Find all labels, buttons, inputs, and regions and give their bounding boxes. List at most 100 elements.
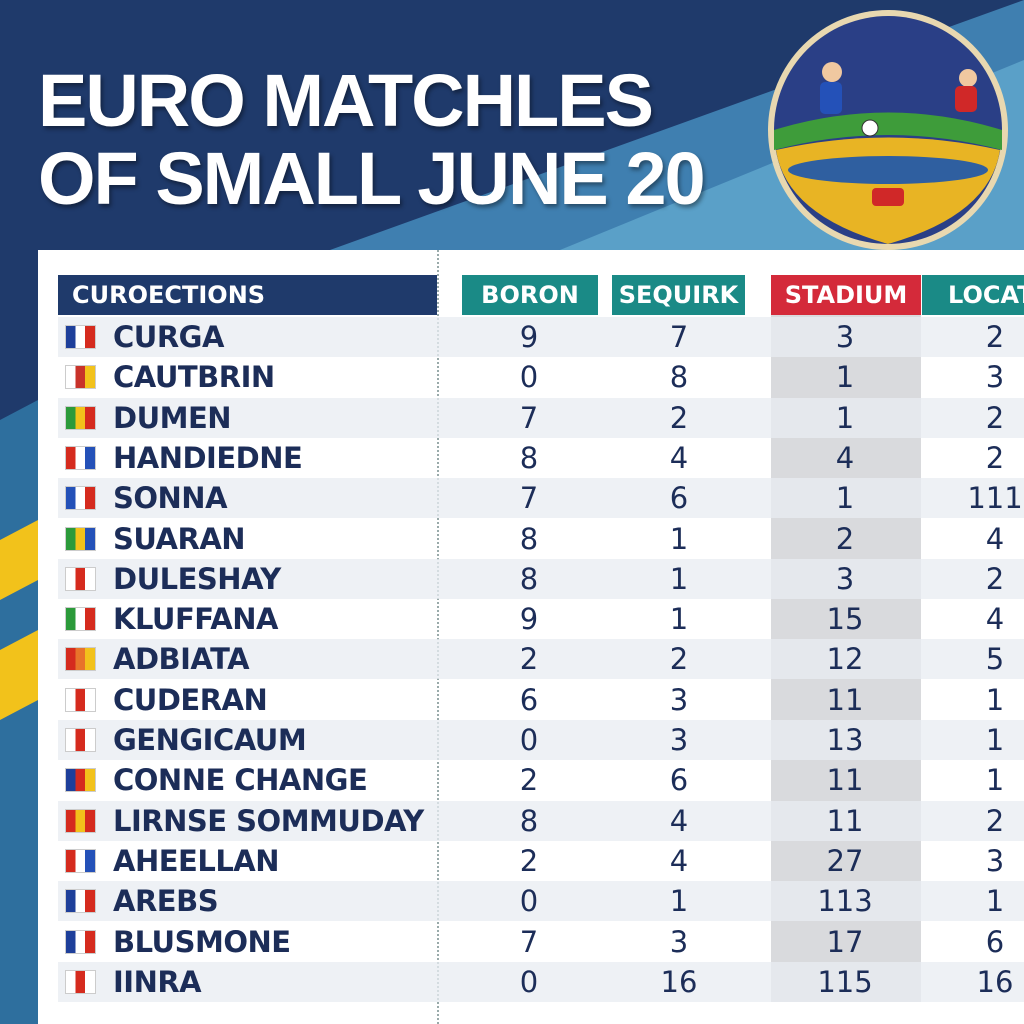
cell-value: 4 [985,521,1005,556]
team-name: IINRA [113,964,202,999]
cell-value: 1 [669,884,689,919]
cell-value: 111 [967,481,1023,516]
team-name: ADBIATA [113,642,250,677]
yellow-stripe [0,520,38,600]
cell-value: 17 [826,924,864,959]
cell-value: 1 [985,884,1005,919]
yellow-stripe [0,630,38,720]
table-row [58,881,1024,922]
column-header: STADIUM [771,275,921,315]
cell-value: 3 [835,320,855,354]
flag-icon [66,527,95,550]
cell-value: 6 [669,763,689,798]
flag-icon [66,970,95,993]
flag-icon [66,366,95,389]
cell-value: 6 [985,924,1005,959]
flag-icon [66,487,95,510]
table-row [58,478,1024,519]
cell-value: 113 [817,884,873,919]
illustration [768,10,1008,250]
cell-value: 115 [817,964,873,999]
flag-icon [66,930,95,953]
team-name: CAUTBRIN [113,360,275,395]
cell-value: 2 [835,521,855,556]
cell-value: 3 [835,561,855,596]
cell-value: 7 [519,924,539,959]
cell-value: 0 [519,884,539,919]
divider [437,250,439,1024]
cell-value: 8 [519,521,539,556]
cell-value: 1 [985,763,1005,798]
cell-value: 9 [519,320,539,354]
cell-value: 1 [669,561,689,596]
team-name: AHEELLAN [113,843,280,878]
table-row [58,800,1024,841]
player [955,86,977,112]
flag-icon [66,648,95,671]
cell-value: 0 [519,964,539,999]
cell-value: 1 [985,723,1005,757]
cell-value: 4 [985,602,1005,637]
column-header: LOCAT [922,275,1024,315]
team-name: HANDIEDNE [113,440,303,475]
team-name: SONNA [113,481,228,516]
cell-value: 13 [826,723,864,757]
cell-value: 4 [669,843,689,878]
cell-value: 12 [826,642,864,677]
column-header: SEQUIRK [612,275,745,315]
flag-icon [66,809,95,832]
cell-value: 16 [660,964,698,999]
cell-value: 6 [519,682,539,717]
cell-value: 1 [835,481,855,516]
team-name: CUDERAN [113,682,268,717]
cell-value: 3 [985,360,1005,395]
cell-value: 1 [669,602,689,637]
cell-value: 5 [985,642,1005,677]
cell-value: 7 [519,481,539,516]
team-name: DUMEN [113,400,232,435]
team-name: CURGA [113,320,224,354]
cell-value: 2 [519,843,539,878]
flag-icon [66,769,95,792]
table-row [58,961,1024,1002]
cell-value: 1 [985,682,1005,717]
cell-value: 4 [669,440,689,475]
flag-icon [66,608,95,631]
cell-value: 1 [669,521,689,556]
cell-value: 2 [985,440,1005,475]
player [822,62,842,82]
cell-value: 3 [669,723,689,757]
cell-value: 2 [519,763,539,798]
ball [861,119,879,137]
cell-value: 2 [985,320,1005,354]
flag-icon [66,688,95,711]
table-row [58,720,1024,760]
cell-value: 27 [826,843,864,878]
cell-value: 2 [669,642,689,677]
flag-icon [66,729,95,751]
cell-value: 3 [985,843,1005,878]
cell-value: 1 [835,360,855,395]
title-line: EURO MATCHLES [38,59,654,142]
team-name: KLUFFANA [113,602,278,637]
water [788,156,988,184]
table-row [58,639,1024,680]
grass [774,112,1002,150]
cell-value: 3 [669,682,689,717]
cell-value: 16 [976,964,1014,999]
cell-value: 9 [519,602,539,637]
cell-value: 11 [826,803,864,838]
team-name: BLUSMONE [113,924,291,959]
team-name: AREBS [113,884,219,919]
cell-value: 0 [519,723,539,757]
flag-icon [66,567,95,590]
title: EURO MATCHLES OF SMALL JUNE 20 [38,59,706,220]
cell-value: 8 [519,440,539,475]
title-line: OF SMALL JUNE 20 [38,137,706,220]
cell-value: 1 [835,400,855,435]
cell-value: 4 [835,440,855,475]
player [959,69,977,87]
team-name: LIRNSE SOMMUDAY [113,803,424,838]
team-name: CONNE CHANGE [113,763,368,798]
